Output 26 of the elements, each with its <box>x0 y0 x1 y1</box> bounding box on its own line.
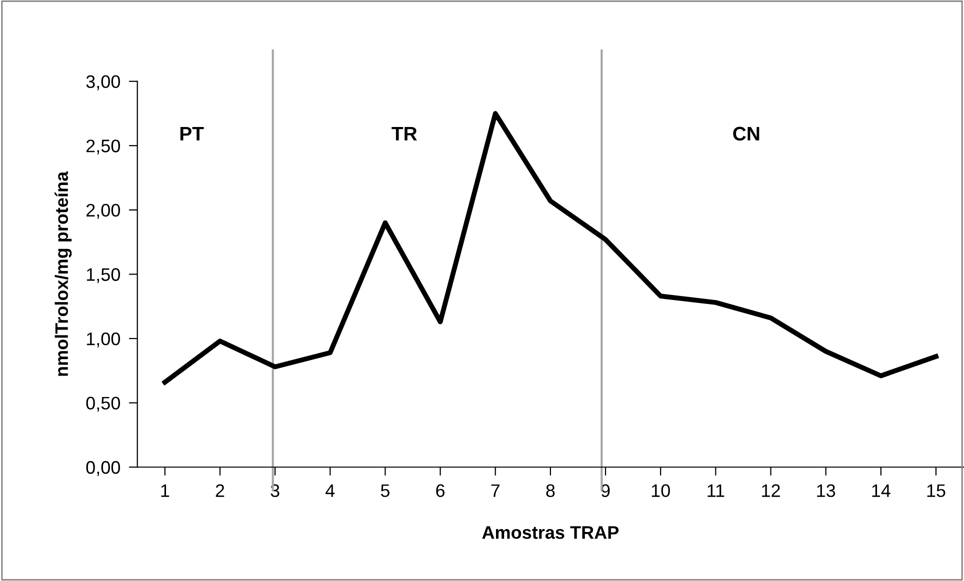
annotation: TR <box>392 127 417 140</box>
y-tick-label: 2,50 <box>86 140 120 154</box>
x-tick-label: 4 <box>326 484 335 497</box>
x-tick-label: 7 <box>491 484 500 497</box>
x-axis-title: Amostras TRAP <box>482 526 619 539</box>
x-tick-label: 5 <box>380 484 390 498</box>
x-tick-label: 8 <box>546 484 555 498</box>
y-tick-label: 0,00 <box>86 461 120 476</box>
line-series <box>162 111 938 385</box>
y-tick-label: 1,50 <box>86 268 120 284</box>
y-tick-label: 3,00 <box>86 75 120 90</box>
x-tick-label: 11 <box>708 484 724 497</box>
x-tick-label: 2 <box>216 484 224 497</box>
x-tick-label: 1 <box>161 484 170 497</box>
annotation: CN <box>733 126 760 141</box>
x-tick-label: 12 <box>762 484 780 497</box>
y-tick-label: 1,00 <box>86 332 120 348</box>
x-tick-label: 6 <box>436 484 445 498</box>
annotation: PT <box>180 127 204 140</box>
y-tick-label: 2,00 <box>86 204 120 219</box>
x-tick-label: 13 <box>817 484 836 498</box>
x-tick-label: 10 <box>652 484 670 498</box>
x-tick-label: 14 <box>872 484 890 497</box>
y-tick-label: 0,50 <box>86 396 120 412</box>
x-tick-label: 15 <box>927 484 946 498</box>
y-axis-title: nmolTrolox/mg proteína <box>54 171 72 376</box>
